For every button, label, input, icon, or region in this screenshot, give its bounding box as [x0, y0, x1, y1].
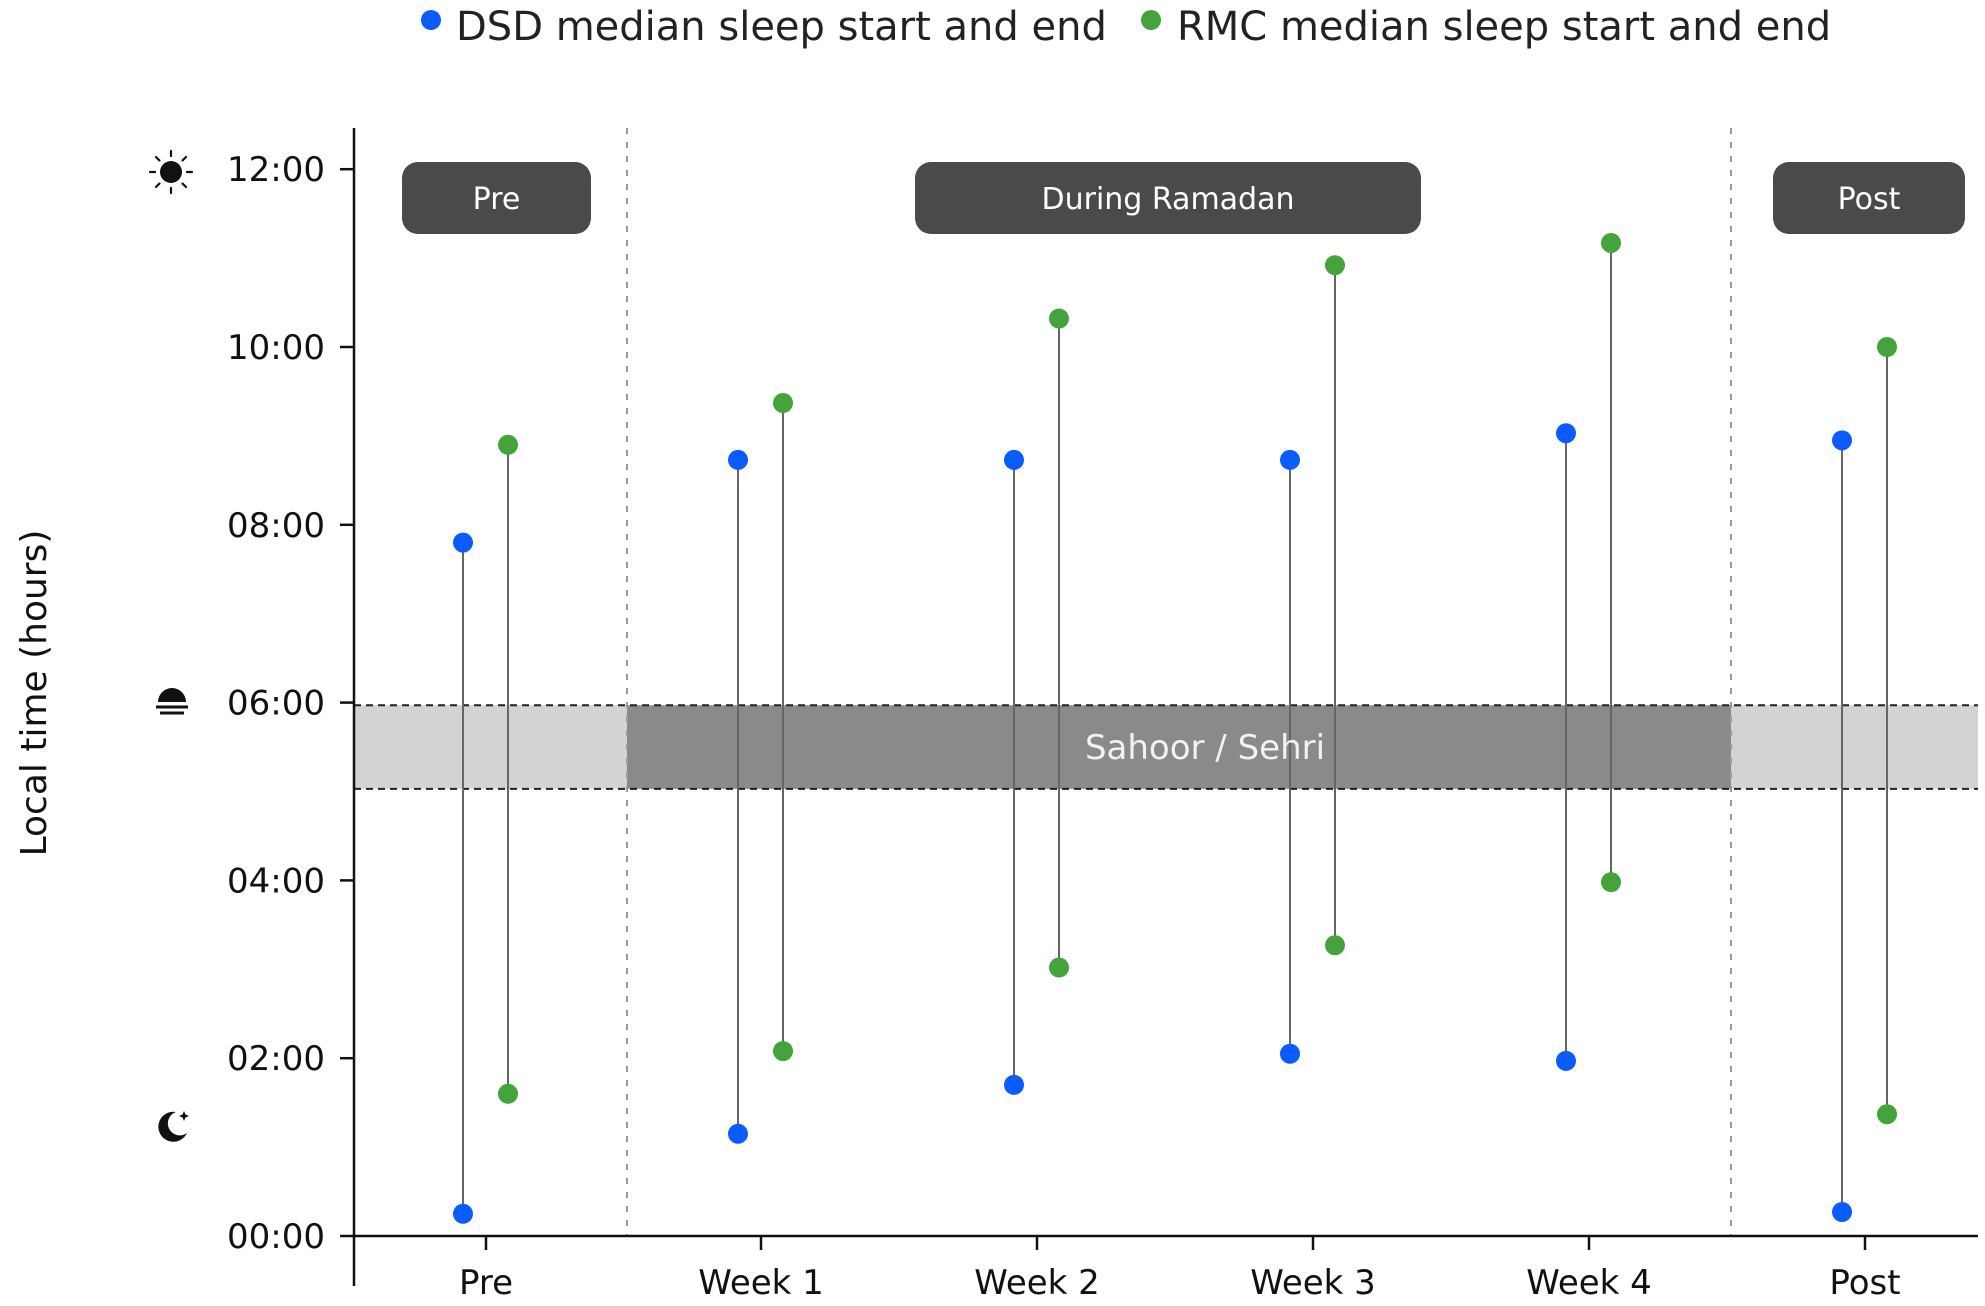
- point-dsd-sleep-end: [453, 532, 473, 553]
- phase-box: [915, 162, 1421, 234]
- x-tick-label: Week 1: [698, 1263, 824, 1303]
- y-tick-label: 12:00: [227, 150, 325, 190]
- phase-box: [402, 162, 591, 234]
- phase-label-post: Post: [1773, 162, 1965, 234]
- y-tick-label: 08:00: [227, 506, 325, 546]
- point-rmc-sleep-end: [1877, 337, 1897, 357]
- point-dsd-sleep-start: [728, 1123, 748, 1144]
- point-rmc-sleep-end: [1601, 232, 1621, 253]
- phase-label-during: During Ramadan: [915, 162, 1421, 234]
- point-rmc-sleep-end: [498, 434, 518, 455]
- legend-marker-dsd: [421, 10, 441, 30]
- connector-lines: [462, 242, 1888, 1214]
- point-dsd-sleep-start: [1280, 1043, 1300, 1064]
- sahoor-band: [354, 704, 1978, 790]
- x-tick-label: Week 2: [974, 1263, 1100, 1303]
- legend: DSD median sleep start and end RMC media…: [421, 4, 1831, 50]
- point-dsd-sleep-end: [1004, 449, 1024, 470]
- sahoor-band-during-region: [627, 705, 1731, 789]
- y-axis-label: Local time (hours): [14, 530, 55, 857]
- point-dsd-sleep-end: [1280, 449, 1300, 470]
- point-dsd-sleep-start: [1556, 1050, 1576, 1071]
- x-tick-label: Week 3: [1250, 1263, 1376, 1303]
- phase-label-pre: Pre: [402, 162, 591, 234]
- point-dsd-sleep-end: [1832, 430, 1852, 451]
- y-tick-label: 02:00: [227, 1039, 325, 1079]
- point-dsd-sleep-end: [728, 449, 748, 470]
- legend-label-rmc: RMC median sleep start and end: [1177, 4, 1831, 50]
- phase-box: [1773, 162, 1965, 234]
- phase-text: During Ramadan: [1042, 182, 1295, 217]
- y-axis-ticks: 00:00 02:00 04:00 06:00 08:00 10:00 12:00: [227, 150, 354, 1257]
- sun-icon: [148, 149, 194, 195]
- sahoor-band-label: Sahoor / Sehri: [1085, 728, 1325, 768]
- y-tick-label: 10:00: [227, 328, 325, 368]
- moon-star-icon: [158, 1111, 189, 1142]
- sahoor-band-post-region: [1731, 705, 1978, 789]
- point-rmc-sleep-start: [773, 1041, 793, 1062]
- data-points: [453, 232, 1897, 1224]
- point-rmc-sleep-end: [773, 393, 793, 414]
- x-tick-label: Week 4: [1526, 1263, 1652, 1303]
- point-rmc-sleep-end: [1049, 308, 1069, 329]
- x-tick-label: Pre: [459, 1263, 513, 1303]
- y-tick-label: 06:00: [227, 684, 325, 724]
- sahoor-band-pre-region: [354, 705, 627, 789]
- legend-marker-rmc: [1141, 10, 1161, 30]
- point-dsd-sleep-start: [1004, 1074, 1024, 1095]
- point-rmc-sleep-start: [1049, 957, 1069, 978]
- sunrise-icon: [156, 688, 188, 715]
- legend-label-dsd: DSD median sleep start and end: [456, 4, 1107, 50]
- point-dsd-sleep-start: [1832, 1201, 1852, 1222]
- x-tick-label: Post: [1829, 1263, 1900, 1303]
- point-rmc-sleep-start: [498, 1083, 518, 1104]
- phase-text: Post: [1838, 182, 1901, 217]
- point-rmc-sleep-start: [1601, 872, 1621, 893]
- phase-text: Pre: [473, 182, 521, 217]
- point-dsd-sleep-end: [1556, 423, 1576, 444]
- y-tick-label: 00:00: [227, 1217, 325, 1257]
- y-tick-label: 04:00: [227, 861, 325, 901]
- point-rmc-sleep-start: [1325, 935, 1345, 956]
- point-rmc-sleep-end: [1325, 255, 1345, 276]
- x-axis-ticks: Pre Week 1 Week 2 Week 3 Week 4 Post: [459, 1236, 1901, 1303]
- point-rmc-sleep-start: [1877, 1104, 1897, 1125]
- point-dsd-sleep-start: [453, 1203, 473, 1224]
